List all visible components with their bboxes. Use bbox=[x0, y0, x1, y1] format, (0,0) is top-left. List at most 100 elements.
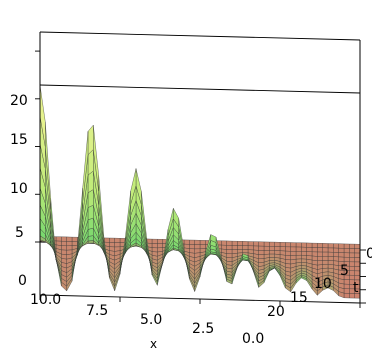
surface-patch bbox=[221, 244, 227, 250]
box-edge bbox=[39, 84, 361, 94]
surface-patch bbox=[295, 242, 302, 248]
surface-patch bbox=[226, 245, 233, 250]
t-tick-label: 15 bbox=[290, 290, 308, 306]
surface-patch bbox=[327, 256, 334, 261]
surface-patch bbox=[71, 241, 78, 246]
surface-patch bbox=[194, 244, 201, 250]
surface-patch bbox=[242, 241, 249, 246]
surface-patch bbox=[253, 241, 259, 247]
surface-patch bbox=[354, 257, 361, 263]
surface-patch bbox=[333, 243, 339, 249]
surface-patch bbox=[322, 243, 329, 249]
surface-patch bbox=[306, 251, 313, 257]
x-axis: 10.0 7.5 5.0 2.5 0.0 x bbox=[30, 292, 264, 351]
surface-patch bbox=[311, 242, 318, 248]
surface-patch bbox=[242, 245, 249, 250]
surface-patch bbox=[349, 243, 355, 249]
surface-patch bbox=[263, 241, 270, 247]
plot-box-front bbox=[35, 32, 366, 308]
x-tick-label: 2.5 bbox=[192, 321, 214, 337]
surface-patch bbox=[311, 247, 318, 253]
z-tick-label: 20 bbox=[10, 93, 28, 109]
surface-patch bbox=[269, 246, 275, 251]
surface-patch bbox=[349, 261, 355, 267]
surface-patch bbox=[327, 260, 334, 265]
surface-patch bbox=[306, 247, 313, 252]
surface-patch bbox=[194, 239, 201, 245]
surface-patch bbox=[354, 243, 361, 249]
surface-patch bbox=[322, 256, 329, 261]
surface-patch bbox=[317, 251, 323, 257]
surface-patch bbox=[157, 243, 163, 249]
surface-patch bbox=[258, 245, 265, 251]
surface-patch bbox=[258, 254, 265, 259]
surface-patch bbox=[343, 279, 350, 285]
surface-patch bbox=[301, 246, 307, 252]
x-axis-label: x bbox=[150, 337, 157, 351]
surface-patch bbox=[279, 242, 286, 247]
z-axis: 20 15 10 5 0 bbox=[10, 93, 28, 289]
surface-patch bbox=[109, 237, 115, 243]
surface-patch bbox=[301, 242, 307, 248]
x-tick-label: 7.5 bbox=[86, 303, 108, 319]
t-tick-label: 20 bbox=[267, 304, 285, 320]
surface-patch bbox=[231, 240, 238, 246]
surface-patch bbox=[285, 250, 291, 256]
z-tick-label: 0 bbox=[18, 273, 27, 289]
surface-patch bbox=[322, 247, 329, 253]
surface-patch bbox=[61, 249, 67, 255]
surface-patch bbox=[253, 245, 259, 251]
surface-patch bbox=[349, 257, 355, 263]
surface-patch bbox=[343, 288, 350, 294]
surface-patch bbox=[183, 239, 190, 245]
surface-patch bbox=[258, 241, 265, 247]
surface-patch bbox=[269, 241, 275, 247]
surface-patch bbox=[55, 236, 62, 242]
x-tick-label: 10.0 bbox=[30, 292, 61, 308]
surface-patch bbox=[109, 242, 115, 248]
surface-patch bbox=[157, 239, 163, 244]
surface-patch bbox=[61, 245, 67, 251]
t-tick-label: 0 bbox=[366, 246, 372, 262]
surface-patch bbox=[343, 243, 350, 249]
surface-patch bbox=[333, 247, 339, 253]
surface-patch bbox=[306, 242, 313, 248]
surface-patch bbox=[317, 243, 323, 248]
surface-patch bbox=[327, 247, 334, 253]
surface-patch bbox=[61, 236, 67, 242]
t-axis-label: t bbox=[353, 280, 359, 296]
surface-mesh bbox=[39, 84, 361, 299]
surface-patch bbox=[338, 256, 345, 262]
surface-patch bbox=[317, 256, 323, 261]
surface-patch bbox=[301, 251, 307, 256]
surface-patch bbox=[338, 243, 345, 249]
surface-patch bbox=[263, 246, 270, 251]
surface-patch bbox=[290, 251, 297, 256]
surface-patch bbox=[103, 237, 110, 243]
surface-patch bbox=[237, 245, 243, 250]
surface-patch bbox=[354, 266, 361, 272]
surface-patch bbox=[189, 239, 195, 245]
surface-patch bbox=[354, 261, 361, 267]
surface-patch bbox=[226, 249, 233, 254]
surface-patch bbox=[269, 253, 275, 258]
surface-patch bbox=[327, 251, 334, 257]
surface-patch bbox=[87, 124, 94, 156]
surface-patch bbox=[343, 283, 350, 289]
surface-patch bbox=[226, 253, 233, 258]
surface-patch bbox=[295, 246, 302, 252]
z-tick-label: 10 bbox=[10, 181, 28, 197]
surface-patch bbox=[349, 270, 355, 276]
surface-patch bbox=[285, 246, 291, 252]
surface-patch bbox=[327, 243, 334, 249]
surface-patch bbox=[151, 243, 158, 249]
surface-patch bbox=[279, 246, 286, 252]
surface-patch bbox=[71, 236, 78, 242]
surface-patch bbox=[354, 252, 361, 258]
surface-patch bbox=[274, 250, 281, 255]
surface-patch bbox=[322, 251, 329, 257]
surface-patch bbox=[354, 270, 361, 276]
surface-patch bbox=[66, 241, 73, 246]
surface-patch bbox=[247, 245, 254, 251]
